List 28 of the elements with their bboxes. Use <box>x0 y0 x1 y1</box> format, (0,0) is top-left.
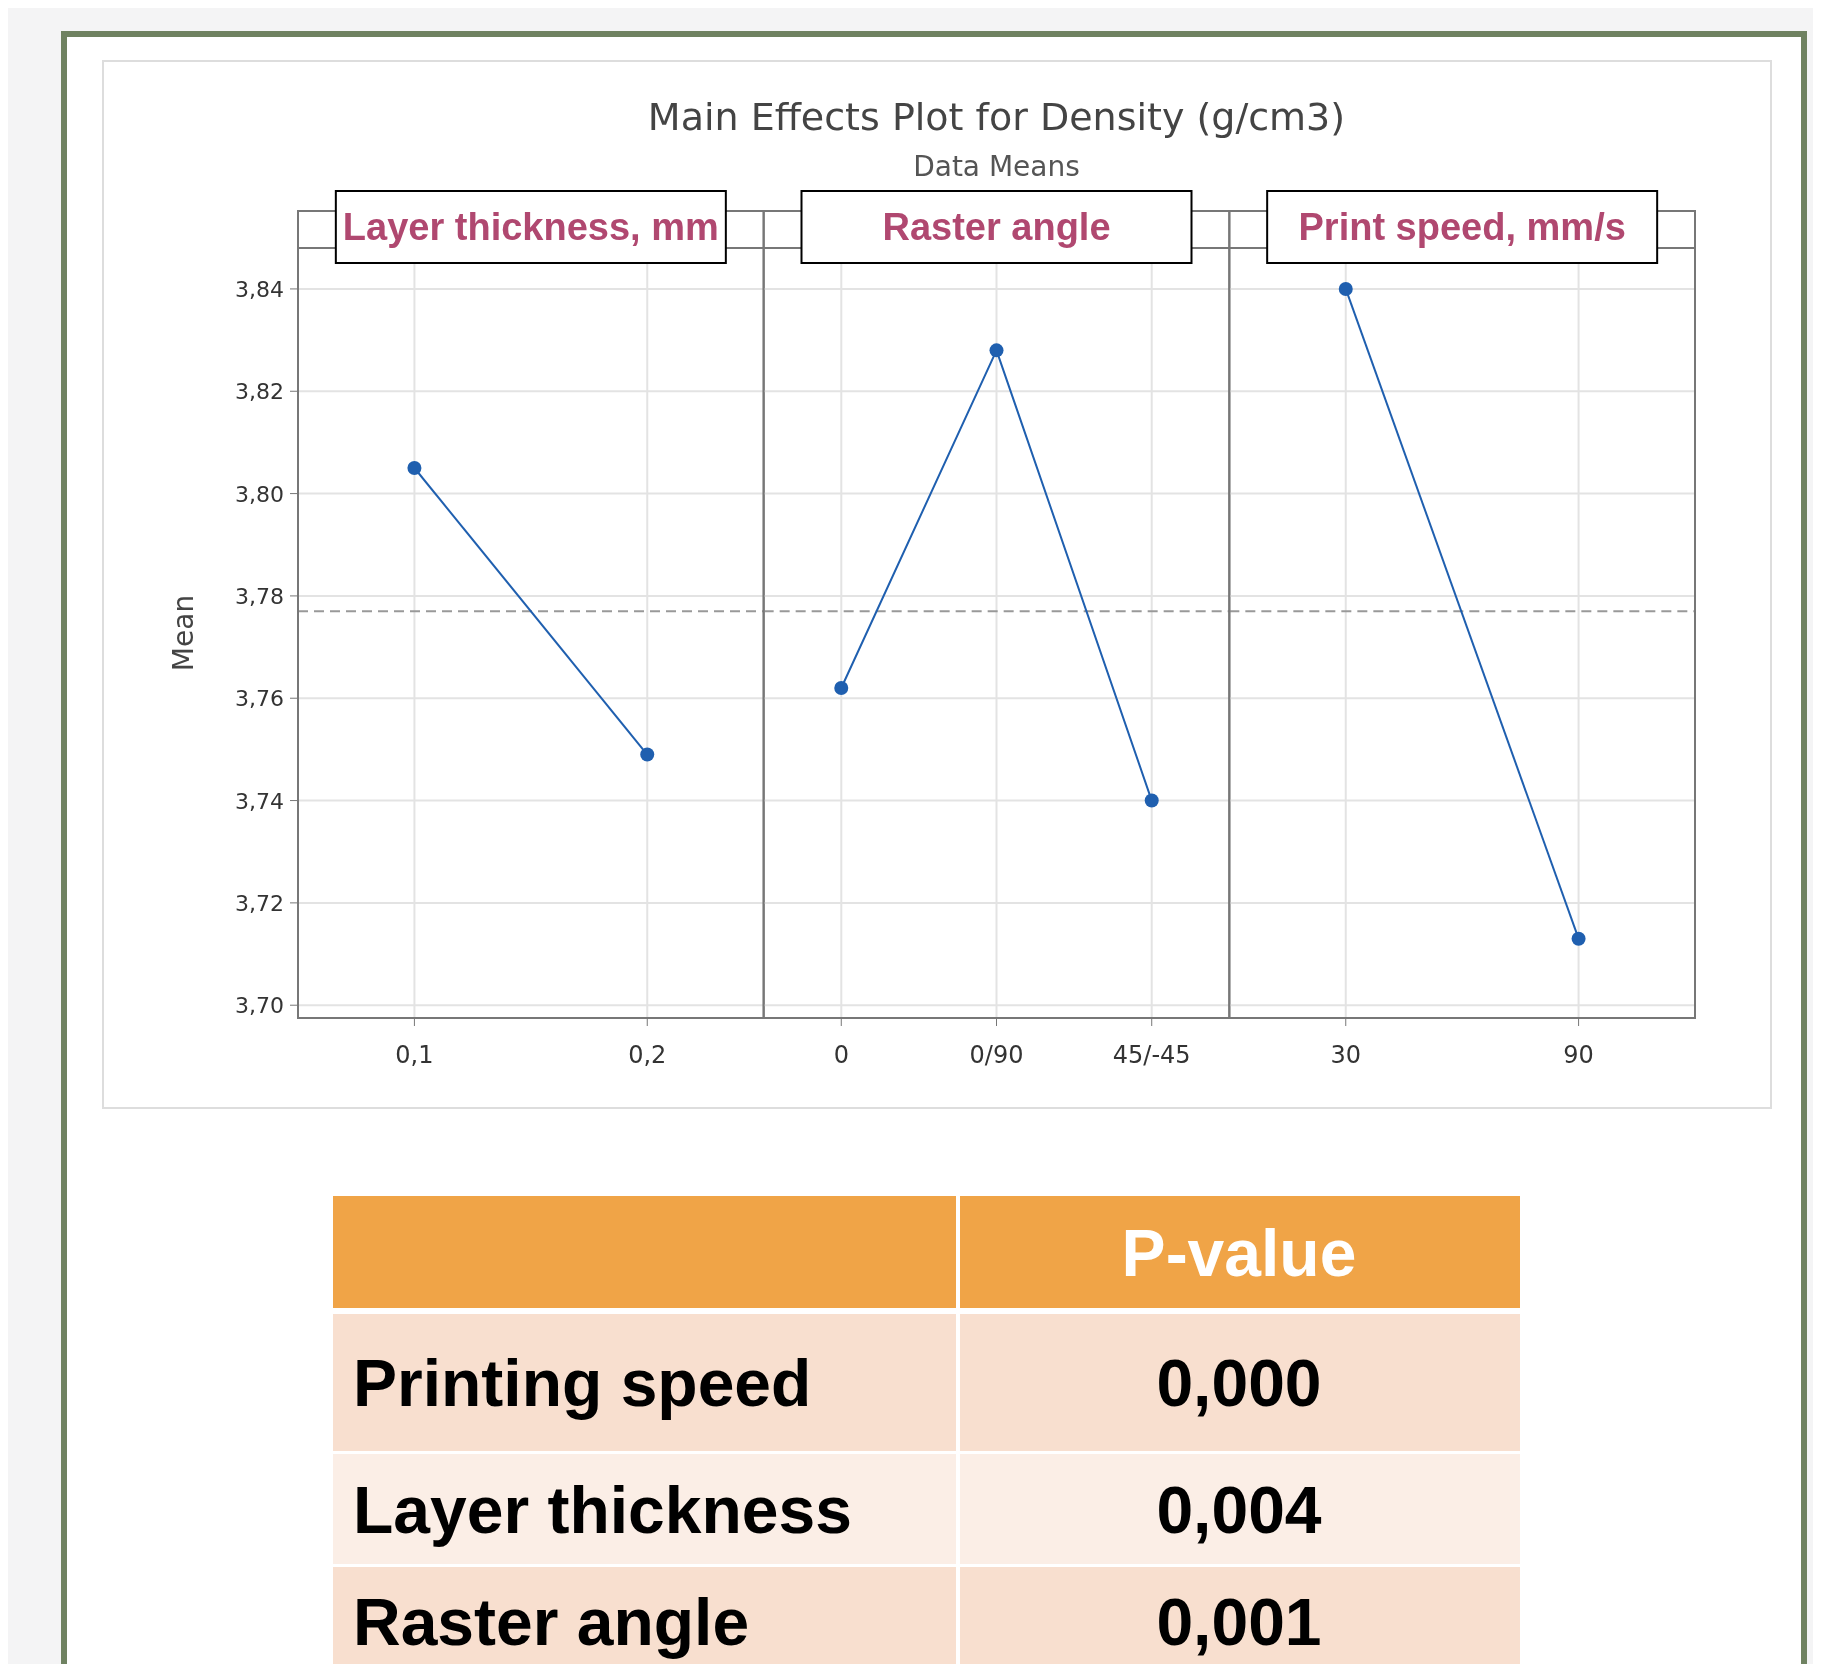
y-tick-label: 3,84 <box>235 276 284 302</box>
text: Layer thickness <box>353 1472 852 1547</box>
chart-title: Layer thickness, mm <box>342 206 719 248</box>
text: Raster angle <box>353 1585 750 1659</box>
x-tick-label: 0 <box>833 1041 849 1069</box>
y-tick-label: 3,70 <box>235 993 284 1019</box>
y-tick-label: 3,76 <box>235 686 284 712</box>
text: Main Effects Plot for Density (g/cm3) <box>647 95 1346 139</box>
chart-title: Raster angle <box>882 206 1111 248</box>
text: Printing speed <box>353 1346 812 1420</box>
y-tick-label: 3,74 <box>235 788 284 814</box>
y-tick-label: 3,80 <box>235 481 284 507</box>
y-tick-label: 3,82 <box>235 379 284 405</box>
y-tick-label: 3,78 <box>235 583 284 609</box>
x-tick-label: 90 <box>1563 1041 1594 1069</box>
text: 0,004 <box>1156 1472 1322 1547</box>
x-tick-label: 0,1 <box>395 1041 434 1069</box>
y-tick-label: 3,72 <box>235 890 284 916</box>
chart-title: Print speed, mm/s <box>1298 206 1626 248</box>
text: Data Means <box>913 150 1080 183</box>
text: 0,001 <box>1156 1585 1322 1659</box>
x-tick-label: 0/90 <box>969 1041 1024 1069</box>
y-axis-title: Mean <box>167 594 200 672</box>
text: P-value <box>1121 1216 1357 1290</box>
x-tick-label: 30 <box>1330 1041 1362 1069</box>
text: 0,000 <box>1156 1346 1322 1420</box>
x-tick-label: 45/-45 <box>1112 1041 1191 1069</box>
x-tick-label: 0,2 <box>628 1041 667 1069</box>
